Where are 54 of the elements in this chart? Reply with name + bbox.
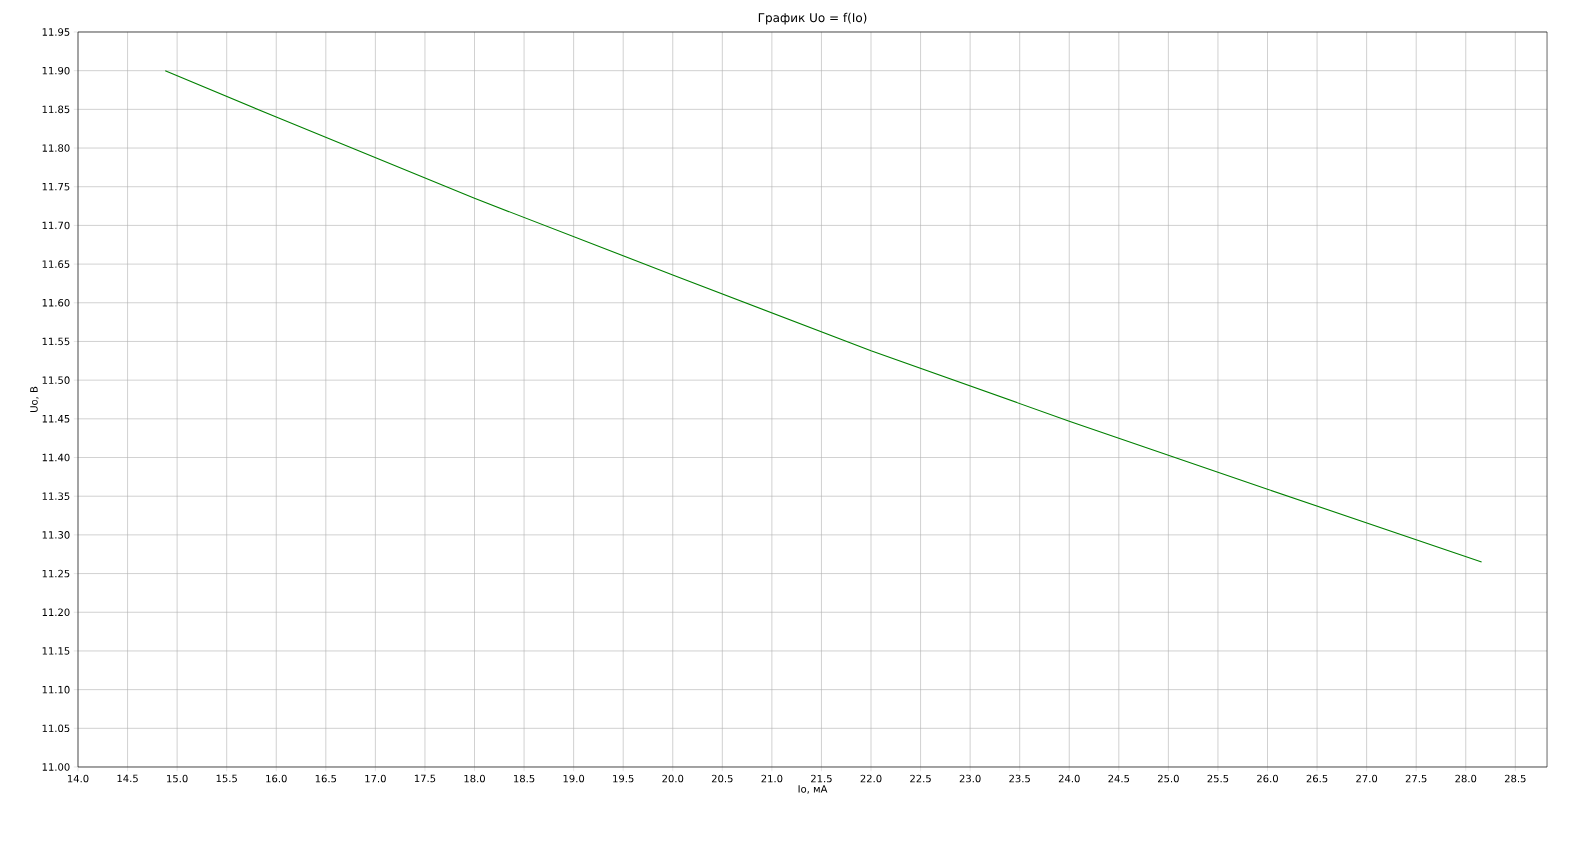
x-tick-label: 14.5	[117, 774, 138, 783]
x-tick-label: 24.0	[1058, 774, 1080, 783]
y-tick-label: 11.90	[42, 66, 70, 75]
y-tick-label: 11.20	[42, 608, 70, 617]
x-tick-label: 27.5	[1405, 774, 1427, 783]
x-tick-label: 21.5	[811, 774, 832, 783]
line-series	[164, 70, 1483, 563]
chart-title: График Uo = f(Io)	[758, 12, 867, 25]
x-tick-label: 17.0	[365, 774, 386, 783]
x-tick-label: 17.5	[414, 774, 436, 783]
x-tick-label: 23.5	[1009, 774, 1030, 783]
x-tick-label: 20.5	[711, 774, 733, 783]
y-tick-label: 11.25	[42, 569, 70, 578]
x-tick-label: 15.0	[167, 774, 188, 783]
y-tick-label: 11.70	[42, 221, 70, 230]
x-tick-label: 25.0	[1157, 774, 1179, 783]
x-tick-label: 24.5	[1108, 774, 1130, 783]
y-tick-label: 11.15	[42, 647, 70, 655]
y-tick-label: 11.00	[42, 763, 70, 771]
y-tick-label: 11.40	[42, 453, 70, 462]
y-tick-label: 11.85	[42, 105, 70, 114]
x-tick-label: 28.5	[1504, 774, 1526, 783]
y-tick-label: 11.95	[42, 28, 70, 36]
x-tick-label: 25.5	[1207, 774, 1229, 783]
x-tick-label: 14.0	[67, 774, 89, 783]
x-tick-label: 21.0	[761, 774, 783, 783]
x-tick-label: 16.0	[266, 774, 287, 783]
x-axis-title: Io, мА	[798, 785, 828, 794]
x-tick-label: 18.0	[464, 774, 485, 783]
x-tick-label: 22.0	[860, 774, 882, 783]
x-tick-label: 18.5	[514, 774, 535, 783]
y-tick-label: 11.80	[42, 144, 70, 152]
y-tick-label: 11.60	[42, 299, 70, 307]
y-tick-label: 11.35	[42, 492, 70, 500]
y-tick-label: 11.05	[42, 724, 70, 733]
x-tick-label: 28.0	[1455, 774, 1477, 783]
y-tick-label: 11.75	[42, 183, 70, 191]
y-tick-label: 11.30	[42, 531, 70, 539]
x-tick-label: 22.5	[910, 774, 931, 783]
x-tick-label: 23.0	[959, 774, 981, 783]
x-tick-label: 26.5	[1306, 774, 1328, 783]
x-tick-label: 26.0	[1257, 774, 1278, 783]
y-tick-label: 11.45	[42, 415, 70, 423]
y-tick-label: 11.55	[42, 337, 70, 346]
y-axis-title: Uo, В	[30, 386, 39, 412]
y-tick-label: 11.50	[42, 376, 70, 384]
y-tick-label: 11.10	[42, 685, 70, 694]
x-tick-label: 19.0	[563, 774, 585, 783]
x-tick-label: 20.0	[662, 774, 684, 783]
x-tick-label: 27.0	[1356, 774, 1378, 783]
x-tick-label: 19.5	[613, 774, 634, 783]
y-tick-label: 11.65	[42, 260, 70, 268]
x-tick-label: 15.5	[216, 774, 237, 783]
x-tick-label: 16.5	[315, 774, 337, 783]
